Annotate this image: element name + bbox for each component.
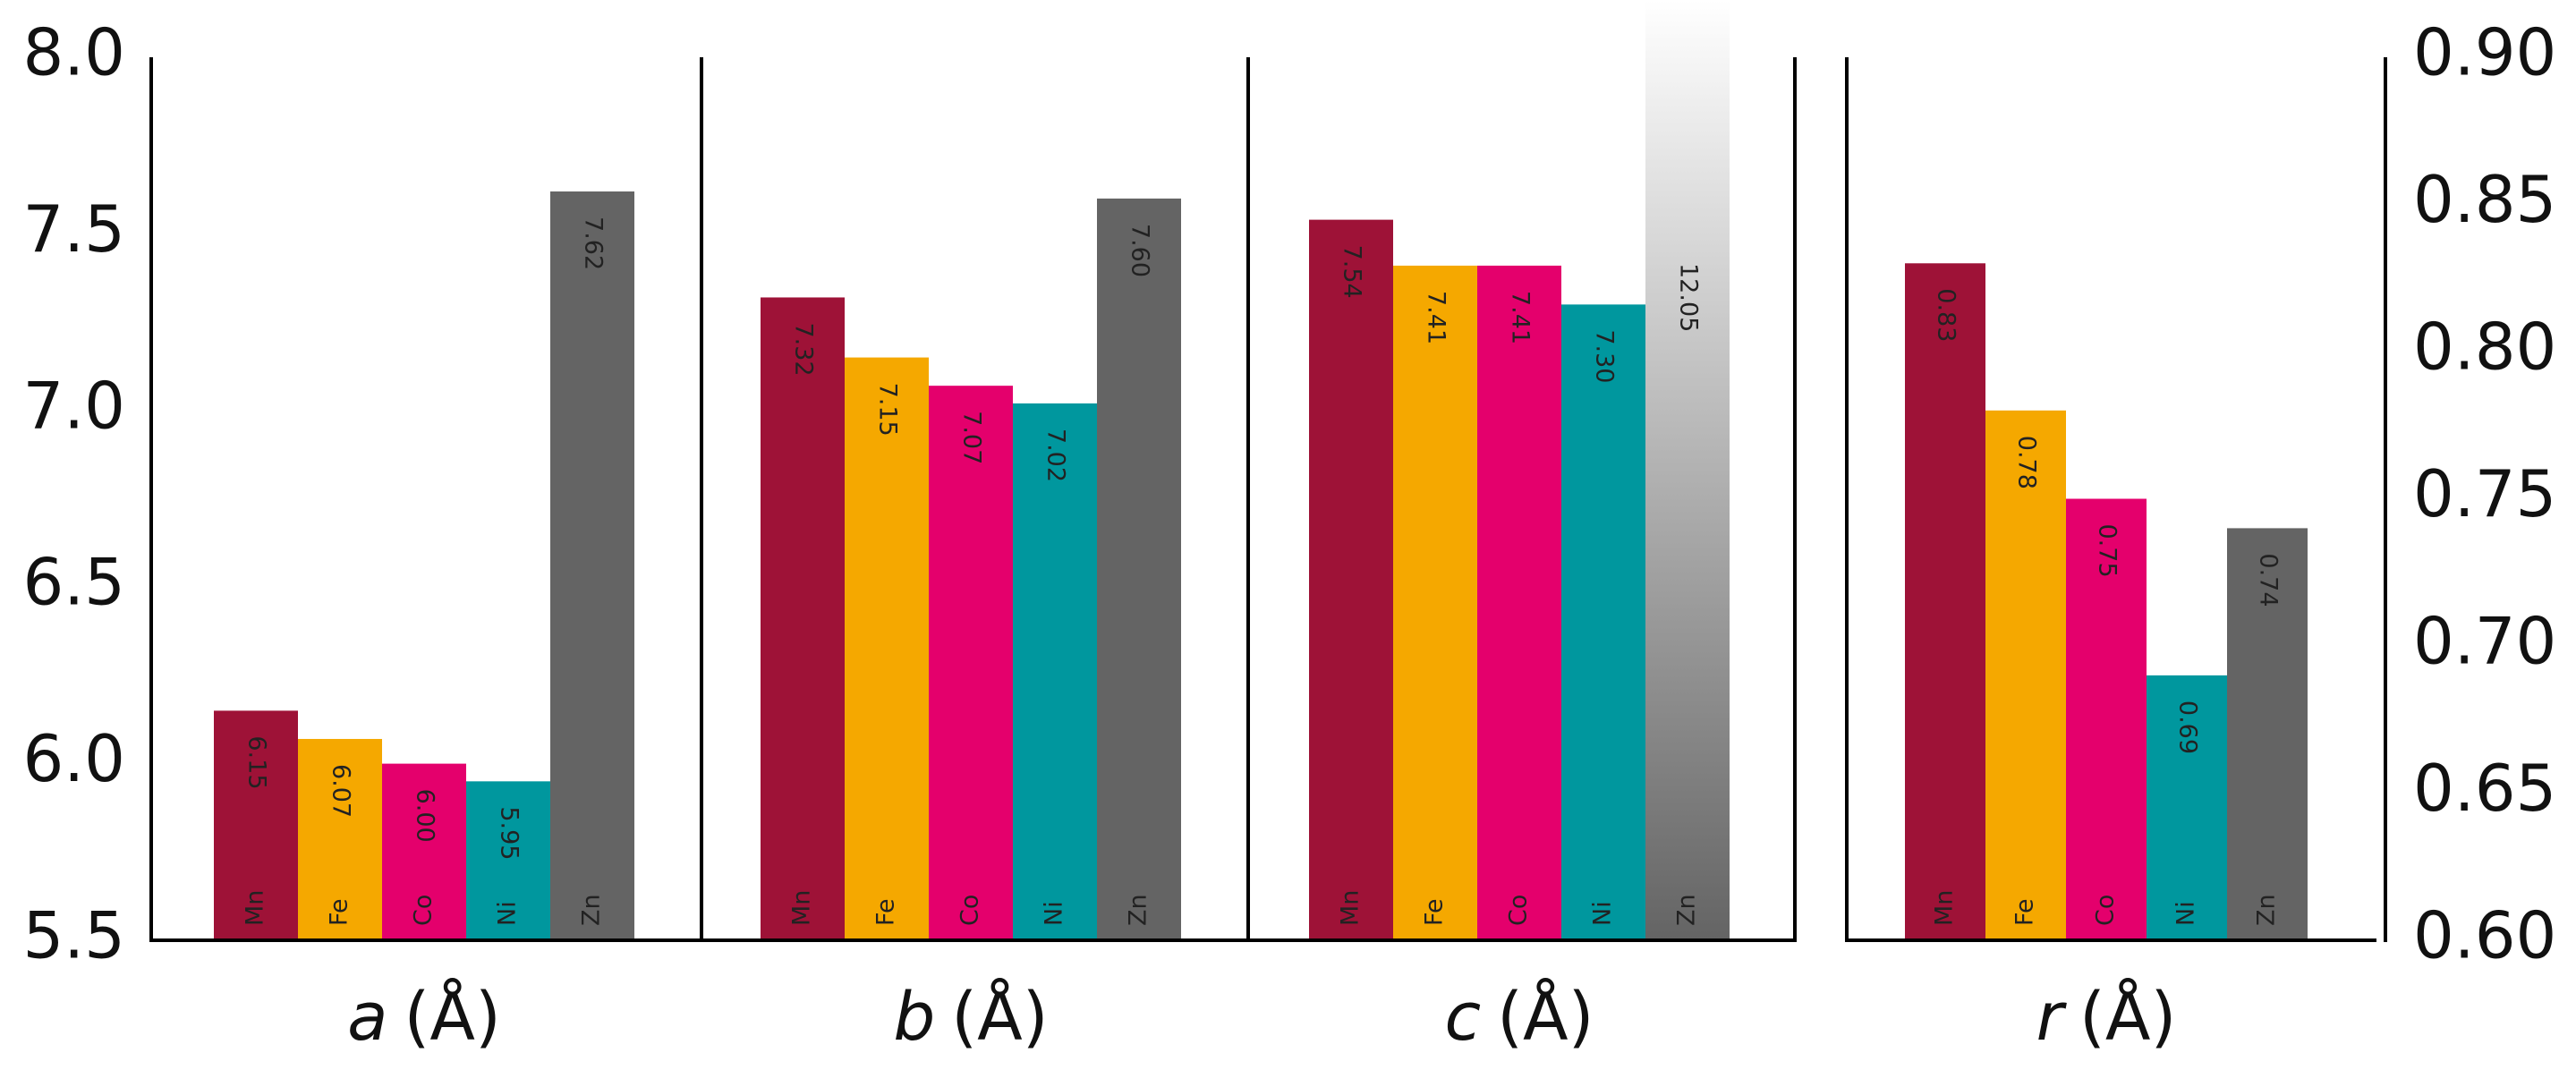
series-label: Fe — [326, 898, 353, 926]
value-label: 7.41 — [1423, 291, 1450, 344]
series-label: Mn — [788, 890, 816, 926]
bar — [2147, 675, 2227, 940]
category-unit: (Å) — [404, 977, 500, 1056]
series-label: Ni — [1589, 901, 1617, 926]
value-label: 6.00 — [412, 789, 439, 843]
category-label: r (Å) — [2036, 977, 2177, 1056]
value-label: 7.60 — [1126, 224, 1154, 277]
category-symbol: b — [893, 979, 935, 1056]
value-label: 0.69 — [2174, 701, 2202, 754]
value-label: 7.62 — [580, 217, 608, 270]
y2-tick-label: 0.70 — [2413, 604, 2556, 679]
series-label: Zn — [578, 894, 606, 926]
value-label: 7.02 — [1042, 429, 1070, 482]
bar — [1645, 0, 1730, 940]
series-label: Mn — [1337, 890, 1365, 926]
series-label: Mn — [1931, 890, 1959, 926]
y2-tick-label: 0.65 — [2413, 751, 2556, 826]
value-label: 0.83 — [1933, 288, 1960, 342]
value-label: 6.07 — [327, 764, 355, 818]
bar — [214, 710, 298, 940]
bar — [2227, 528, 2308, 940]
series-label: Fe — [2011, 898, 2039, 926]
bar — [2066, 498, 2147, 940]
value-label: 6.15 — [243, 735, 271, 789]
category-symbol: r — [2036, 979, 2068, 1056]
bar — [1477, 265, 1561, 940]
y2-tick-label: 0.75 — [2413, 456, 2556, 531]
value-label: 7.30 — [1591, 329, 1619, 383]
series-label: Mn — [242, 890, 269, 926]
value-label: 5.95 — [496, 806, 523, 860]
bar — [1013, 403, 1097, 940]
y-tick-label: 6.5 — [22, 545, 125, 620]
category-unit: (Å) — [951, 977, 1048, 1056]
y2-tick-label: 0.80 — [2413, 310, 2556, 385]
series-label: Co — [1505, 895, 1533, 926]
value-label: 7.07 — [958, 411, 986, 464]
series-label: Ni — [2172, 901, 2200, 926]
category-unit: (Å) — [2079, 977, 2176, 1056]
category-label: a (Å) — [347, 977, 501, 1056]
bar — [1097, 198, 1181, 941]
y2-tick-label: 0.60 — [2413, 898, 2556, 973]
bar — [929, 386, 1013, 940]
bar — [382, 763, 466, 940]
value-label: 0.75 — [2094, 524, 2121, 578]
y2-tick-label: 0.90 — [2413, 15, 2556, 90]
value-label: 12.05 — [1675, 263, 1703, 332]
category-symbol: a — [347, 979, 387, 1056]
category-label: c (Å) — [1444, 977, 1594, 1056]
series-label: Fe — [872, 898, 900, 926]
bar — [550, 191, 634, 941]
y-tick-label: 8.0 — [22, 15, 125, 90]
y2-tick-label: 0.85 — [2413, 162, 2556, 237]
value-label: 0.74 — [2255, 553, 2283, 607]
bar — [1985, 410, 2066, 940]
series-label: Co — [2092, 895, 2120, 926]
axes-frame — [149, 57, 2387, 942]
value-label: 0.78 — [2013, 436, 2041, 489]
category-unit: (Å) — [1497, 977, 1594, 1056]
value-label: 7.41 — [1507, 291, 1535, 344]
series-label: Ni — [1041, 901, 1068, 926]
bars: 6.15 Mn 6.07 Fe 6.00 Co 5.95 Ni 7.62 Zn 7.32 Mn 7.15… — [214, 0, 2308, 941]
series-label: Co — [956, 895, 984, 926]
series-label: Zn — [1673, 894, 1701, 926]
series-label: Zn — [2253, 894, 2281, 926]
value-label: 7.32 — [790, 322, 818, 376]
value-label: 7.15 — [874, 383, 902, 437]
bar — [1393, 265, 1477, 940]
bar — [1561, 304, 1645, 940]
bar — [298, 738, 382, 940]
bar — [845, 357, 929, 941]
series-label: Fe — [1421, 898, 1449, 926]
y-tick-label: 7.0 — [22, 368, 125, 443]
series-label: Co — [410, 895, 438, 926]
series-label: Ni — [494, 901, 522, 926]
bar — [1309, 219, 1393, 940]
bar — [761, 297, 845, 940]
category-symbol: c — [1444, 979, 1481, 1056]
category-label: b (Å) — [893, 977, 1048, 1056]
bar — [1905, 263, 1985, 940]
bar — [466, 781, 550, 940]
y-tick-label: 5.5 — [22, 898, 125, 973]
value-label: 7.54 — [1339, 245, 1366, 299]
y-tick-label: 6.0 — [22, 721, 125, 796]
y-tick-label: 7.5 — [22, 191, 125, 267]
series-label: Zn — [1125, 894, 1152, 926]
